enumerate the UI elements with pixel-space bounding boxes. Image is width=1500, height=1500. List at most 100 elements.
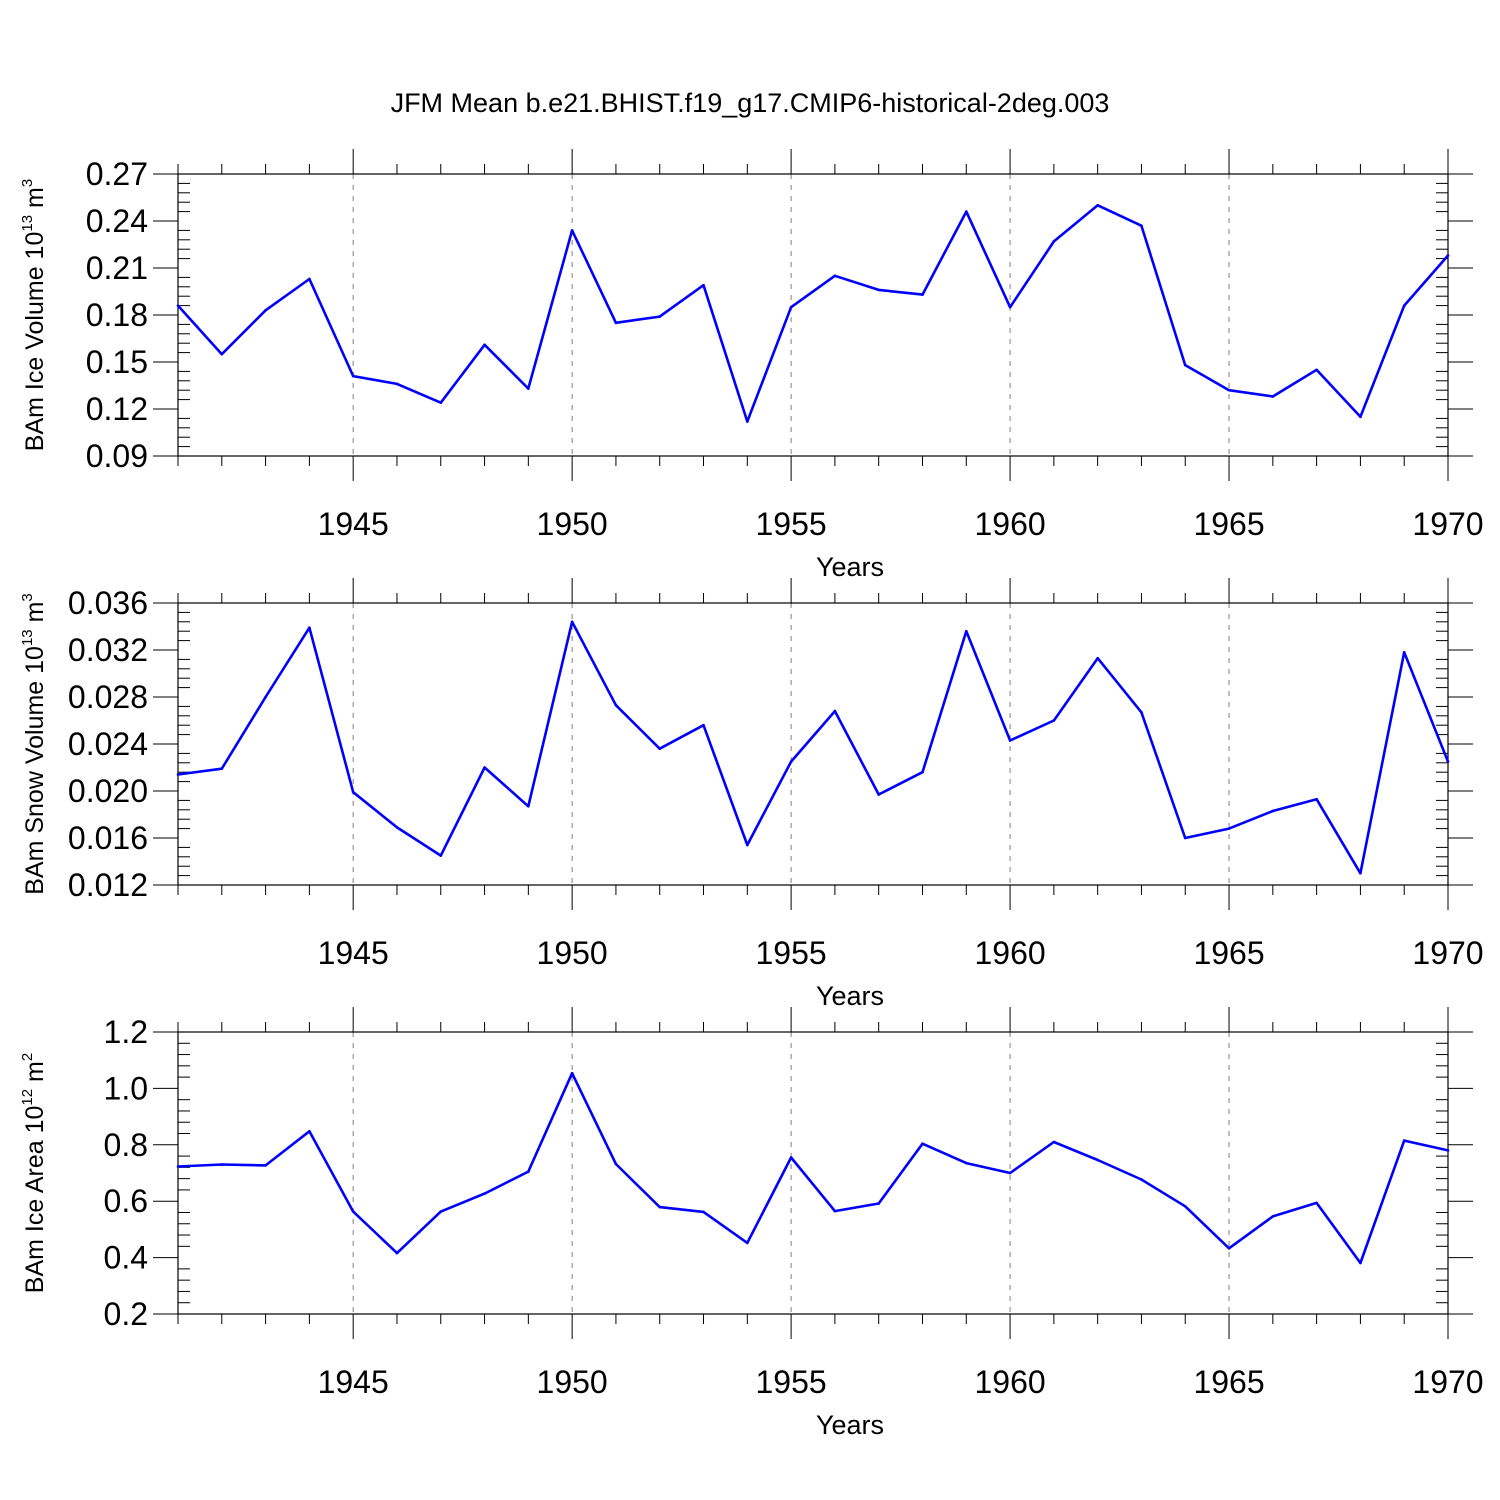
data-point xyxy=(439,1210,443,1213)
chart-panel-2: 0.012 0.016 0.020 0.024 0.028 0.032 0.036 1945 1… xyxy=(19,578,1484,1011)
data-point xyxy=(1315,797,1318,801)
data-point xyxy=(1140,224,1143,227)
y-tick-label: 0.020 xyxy=(68,773,148,809)
data-point xyxy=(1359,415,1362,419)
data-point xyxy=(833,274,837,278)
series-line-1 xyxy=(177,1071,1449,1265)
y-tick-label: 1.0 xyxy=(104,1070,148,1106)
data-point xyxy=(439,854,443,857)
data-point xyxy=(702,1210,705,1214)
y-tick-label: 0.12 xyxy=(86,391,148,427)
data-point xyxy=(964,1161,968,1165)
y-tick-label: 0.4 xyxy=(104,1240,148,1276)
data-point xyxy=(395,1251,399,1255)
data-point xyxy=(1446,760,1450,763)
data-point xyxy=(1315,1201,1318,1205)
data-point xyxy=(1359,871,1362,875)
data-point xyxy=(351,790,355,794)
y-tick-label: 0.036 xyxy=(68,585,148,621)
y-tick-label: 0.24 xyxy=(86,203,148,239)
y-axis-label: BAm Ice Volume 1013 m3 xyxy=(19,179,49,451)
data-point xyxy=(483,343,486,347)
data-point xyxy=(527,387,530,390)
data-point xyxy=(614,703,618,707)
data-point xyxy=(702,283,705,287)
x-tick-label: 1960 xyxy=(974,506,1045,542)
data-point xyxy=(570,1071,574,1075)
chart-panel-3: 0.2 0.4 0.6 0.8 1.0 1.2 1945 1950 1955 1960 1965 19… xyxy=(19,1007,1484,1440)
data-point xyxy=(1096,204,1099,207)
data-point xyxy=(1183,836,1187,840)
data-point xyxy=(176,304,180,307)
x-tick-label: 1945 xyxy=(318,1364,389,1400)
plot-frame xyxy=(177,173,1449,457)
x-axis-label: Years xyxy=(816,552,884,582)
data-point xyxy=(1227,827,1231,830)
x-tick-label: 1955 xyxy=(756,935,827,971)
data-point xyxy=(570,229,574,232)
y-tick-label: 0.2 xyxy=(104,1296,148,1332)
data-point xyxy=(833,1209,837,1213)
data-point xyxy=(1271,1215,1275,1218)
data-point xyxy=(176,1165,180,1168)
x-tick-label: 1960 xyxy=(974,1364,1045,1400)
data-point xyxy=(658,747,662,750)
data-point xyxy=(789,760,793,763)
data-point xyxy=(1359,1261,1362,1265)
data-point xyxy=(264,1164,267,1167)
data-point xyxy=(1008,739,1012,742)
y-tick-label: 0.6 xyxy=(104,1183,148,1219)
data-point xyxy=(877,793,880,796)
data-point xyxy=(1096,656,1099,660)
data-point xyxy=(527,1170,530,1173)
data-point xyxy=(964,210,968,213)
data-point xyxy=(614,321,618,325)
data-point xyxy=(1183,363,1187,367)
data-point xyxy=(833,709,837,713)
chart-panels: 0.09 0.12 0.15 0.18 0.21 0.24 0.27 1945 1950 1955… xyxy=(19,149,1484,1440)
data-point xyxy=(1227,388,1231,392)
data-point xyxy=(1096,1158,1099,1162)
x-tick-label: 1970 xyxy=(1412,506,1483,542)
y-axis-label: BAm Ice Area 1012 m2 xyxy=(19,1053,49,1293)
plot-frame xyxy=(177,1031,1449,1315)
y-tick-label: 0.09 xyxy=(86,438,148,474)
y-tick-label: 0.024 xyxy=(68,726,148,762)
x-tick-label: 1950 xyxy=(537,935,608,971)
x-tick-label: 1955 xyxy=(756,506,827,542)
x-axis-label: Years xyxy=(816,1410,884,1440)
y-tick-label: 1.2 xyxy=(104,1014,148,1050)
x-tick-label: 1945 xyxy=(318,506,389,542)
data-point xyxy=(1052,719,1056,722)
data-point xyxy=(1008,305,1012,309)
series-line-1 xyxy=(177,620,1450,875)
x-tick-label: 1950 xyxy=(537,506,608,542)
data-point xyxy=(220,352,224,356)
data-point xyxy=(746,843,749,847)
data-point xyxy=(527,804,530,808)
data-point xyxy=(351,1210,355,1213)
data-point xyxy=(1140,710,1143,714)
data-point xyxy=(395,826,399,829)
data-point xyxy=(308,1129,311,1133)
data-point xyxy=(921,770,924,774)
data-point xyxy=(877,288,880,292)
x-tick-label: 1955 xyxy=(756,1364,827,1400)
data-point xyxy=(658,315,662,318)
y-tick-label: 0.012 xyxy=(68,867,148,903)
data-point xyxy=(176,773,180,776)
data-point xyxy=(1315,368,1318,372)
series-line-1 xyxy=(177,204,1449,423)
data-point xyxy=(220,1163,224,1166)
y-axis-label: BAm Snow Volume 1013 m3 xyxy=(19,593,49,895)
x-axis-label: Years xyxy=(816,981,884,1011)
y-tick-label: 0.8 xyxy=(104,1127,148,1163)
data-point xyxy=(746,1241,749,1245)
data-point xyxy=(1052,240,1056,243)
x-tick-label: 1965 xyxy=(1193,935,1264,971)
data-point xyxy=(614,1162,618,1166)
data-point xyxy=(1446,1149,1450,1152)
data-point xyxy=(308,626,311,629)
data-point xyxy=(789,305,793,309)
